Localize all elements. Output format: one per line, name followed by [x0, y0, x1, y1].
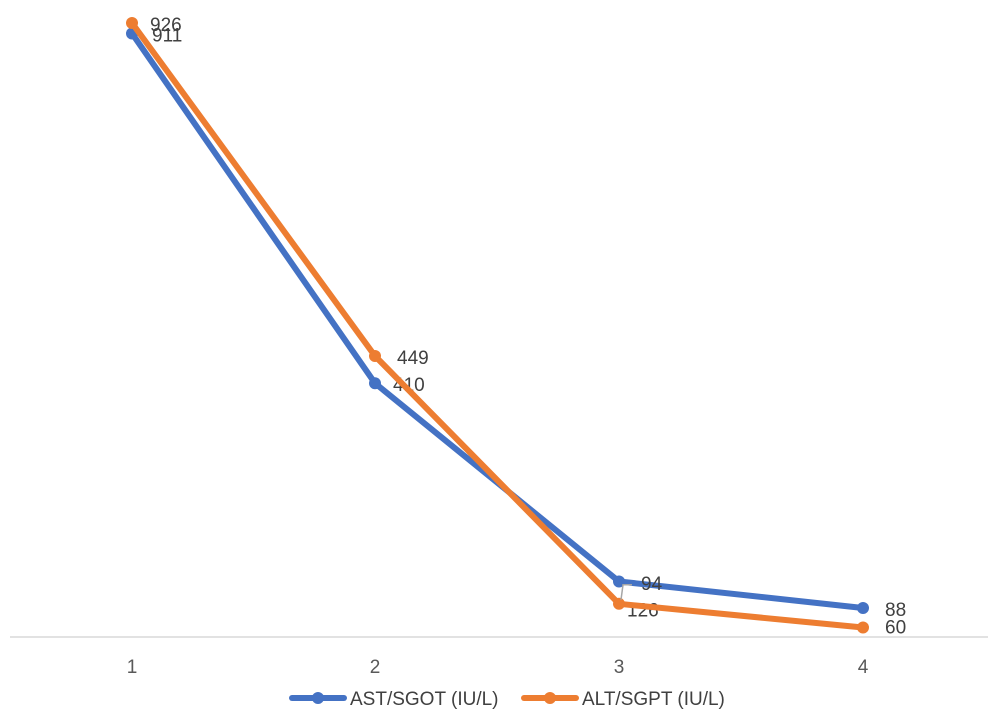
data-label: 449 [397, 348, 429, 369]
data-label: 926 [150, 15, 182, 36]
legend-label: ALT/SGPT (IU/L) [582, 689, 725, 710]
legend-swatch-marker [312, 692, 324, 704]
data-label: 88 [885, 600, 906, 621]
data-label: 911 [152, 25, 182, 46]
data-point [369, 349, 381, 362]
data-point [857, 621, 869, 634]
data-point [126, 17, 138, 29]
data-point [857, 602, 869, 614]
data-label: 60 [885, 618, 906, 639]
x-tick-label: 1 [127, 657, 138, 678]
x-tick-label: 3 [614, 657, 625, 678]
series-line [129, 30, 866, 611]
legend-item: AST/SGOT (IU/L) [289, 689, 499, 710]
data-label: 94 [641, 574, 663, 595]
series-alt: 926 449 94 60 [126, 15, 906, 639]
data-point [613, 575, 625, 588]
x-tick-labels: 1 2 3 4 [127, 657, 869, 678]
legend-swatch-marker [544, 692, 556, 704]
data-point [369, 377, 381, 390]
x-tick-label: 4 [858, 657, 869, 678]
series-line [129, 20, 866, 631]
legend: AST/SGOT (IU/L) ALT/SGPT (IU/L) [289, 689, 725, 710]
x-tick-label: 2 [370, 657, 381, 678]
leader-line [620, 584, 632, 600]
data-point [613, 597, 625, 610]
legend-item: ALT/SGPT (IU/L) [521, 689, 725, 710]
legend-label: AST/SGOT (IU/L) [350, 689, 499, 710]
